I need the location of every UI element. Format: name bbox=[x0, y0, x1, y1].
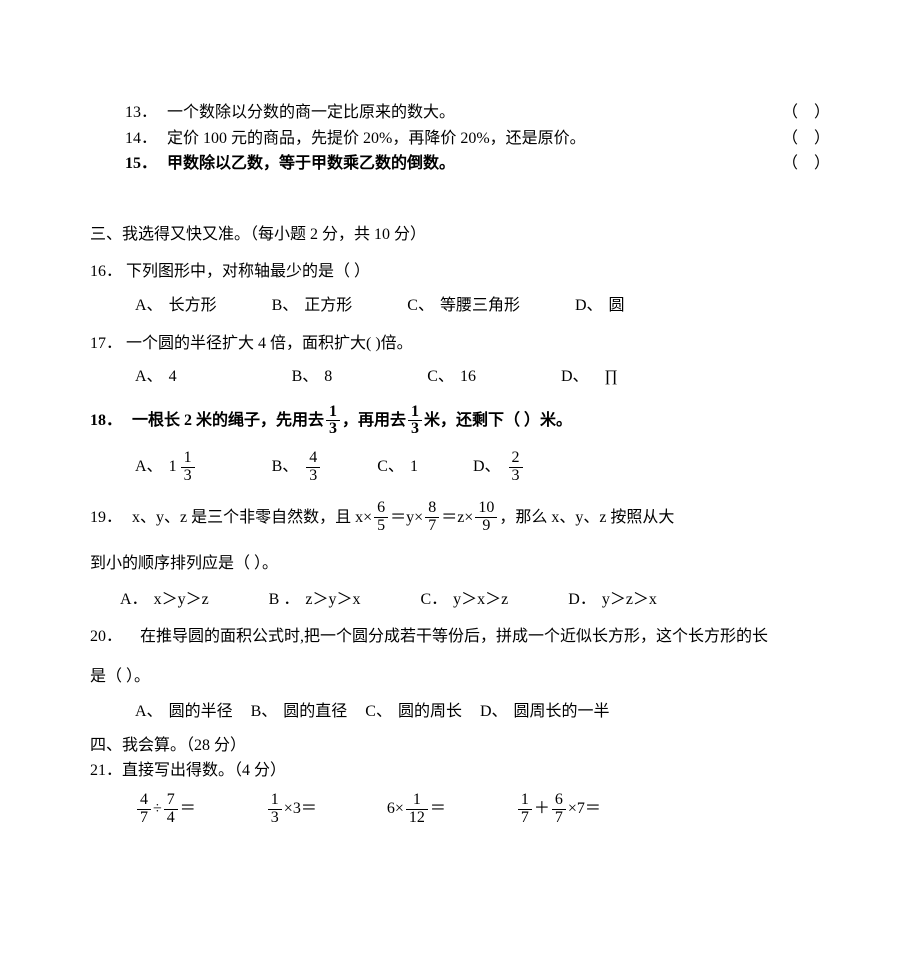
q21-c2: 13 ×3＝ bbox=[266, 790, 317, 828]
q16-stem: 下列图形中，对称轴最少的是（ ） bbox=[126, 263, 370, 280]
q19-num: 19． bbox=[90, 499, 122, 537]
q17: 17． 一个圆的半径扩大 4 倍，面积扩大( )倍。 bbox=[90, 331, 830, 357]
q20-optA: A、圆的半径 bbox=[135, 699, 233, 725]
q16-optB: B、正方形 bbox=[272, 293, 353, 319]
q13-paren: （ ） bbox=[782, 100, 830, 126]
q21-c3: 6× 112 ＝ bbox=[387, 790, 446, 828]
q19-f2: 87 bbox=[425, 500, 439, 535]
q16-num: 16． bbox=[90, 263, 122, 280]
q17-optB: B、8 bbox=[292, 364, 333, 390]
q13-stem: 一个数除以分数的商一定比原来的数大。 bbox=[167, 100, 782, 126]
q17-optC: C、16 bbox=[427, 364, 476, 390]
q15-paren: （ ） bbox=[782, 151, 830, 177]
q19-options: A．x＞y＞z B ．z＞y＞x C．y＞x＞z D．y＞z＞x bbox=[120, 587, 830, 613]
q19-f3: 109 bbox=[475, 500, 497, 535]
q20-line2: 是（ ）。 bbox=[90, 664, 830, 690]
q18-stem-b: ，再用去 bbox=[342, 402, 406, 440]
q18-stem-c: 米，还剩下（ ）米。 bbox=[424, 402, 572, 440]
q20-optB: B、圆的直径 bbox=[251, 699, 348, 725]
q20-options: A、圆的半径 B、圆的直径 C、圆的周长 D、圆周长的一半 bbox=[135, 699, 830, 725]
q18-optD: D、 23 bbox=[473, 448, 525, 486]
q15-stem: 甲数除以乙数，等于甲数乘乙数的倒数。 bbox=[167, 151, 782, 177]
q17-options: A、4 B、8 C、16 D、∏ bbox=[135, 364, 830, 390]
q18-optA: A、 113 bbox=[135, 448, 197, 486]
q19-stem-b: ，那么 x、y、z 按照从大 bbox=[499, 499, 674, 537]
q21-c1: 47 ÷ 74 ＝ bbox=[135, 790, 196, 828]
q17-optD: D、∏ bbox=[561, 364, 618, 390]
q19-stem-a: x、y、z 是三个非零自然数，且 x× bbox=[132, 499, 372, 537]
q19-optB: B ．z＞y＞x bbox=[269, 587, 361, 613]
q19-line2: 到小的顺序排列应是（ ）。 bbox=[90, 551, 830, 577]
q13-row: 13． 一个数除以分数的商一定比原来的数大。 （ ） bbox=[125, 100, 830, 126]
q19-optA: A．x＞y＞z bbox=[120, 587, 209, 613]
q16-options: A、长方形 B、正方形 C、等腰三角形 D、圆 bbox=[135, 293, 830, 319]
q18: 18． 一根长 2 米的绳子，先用去 13 ，再用去 13 米，还剩下（ ）米。 bbox=[90, 402, 830, 440]
q18-optB: B、 43 bbox=[272, 448, 323, 486]
q14-num: 14． bbox=[125, 126, 157, 152]
q14-row: 14． 定价 100 元的商品，先提价 20%，再降价 20%，还是原价。 （ … bbox=[125, 126, 830, 152]
page: 13． 一个数除以分数的商一定比原来的数大。 （ ） 14． 定价 100 元的… bbox=[0, 0, 920, 868]
q18-num: 18． bbox=[90, 402, 122, 440]
q20-optD: D、圆周长的一半 bbox=[480, 699, 610, 725]
section4-title: 四、我会算。（28 分） bbox=[90, 733, 830, 759]
q17-num: 17． bbox=[90, 335, 122, 352]
q17-optA: A、4 bbox=[135, 364, 177, 390]
q15-row: 15． 甲数除以乙数，等于甲数乘乙数的倒数。 （ ） bbox=[125, 151, 830, 177]
q18-stem-a: 一根长 2 米的绳子，先用去 bbox=[132, 402, 324, 440]
q16-optD: D、圆 bbox=[575, 293, 625, 319]
q21-calcs: 47 ÷ 74 ＝ 13 ×3＝ 6× 112 ＝ 17 ＋ 67 ×7＝ bbox=[135, 790, 830, 828]
q19-f1: 65 bbox=[374, 500, 388, 535]
q18-optC: C、 1 bbox=[377, 448, 418, 486]
q19-line1: 19． x、y、z 是三个非零自然数，且 x× 65 ＝y× 87 ＝z× 10… bbox=[90, 499, 830, 537]
q20-stem: 在推导圆的面积公式时,把一个圆分成若干等份后，拼成一个近似长方形，这个长方形的长 bbox=[140, 628, 768, 645]
q17-stem: 一个圆的半径扩大 4 倍，面积扩大( )倍。 bbox=[126, 335, 413, 352]
q16: 16． 下列图形中，对称轴最少的是（ ） bbox=[90, 259, 830, 285]
q20-num: 20． bbox=[90, 628, 122, 645]
q18-options: A、 113 B、 43 C、 1 D、 23 bbox=[135, 448, 830, 486]
q21-line: 21．直接写出得数。（4 分） bbox=[90, 758, 830, 784]
section3-title: 三、我选得又快又准。（每小题 2 分，共 10 分） bbox=[90, 222, 830, 248]
q20-optC: C、圆的周长 bbox=[365, 699, 462, 725]
q13-num: 13． bbox=[125, 100, 157, 126]
q18-frac1: 13 bbox=[326, 404, 340, 439]
q20-line1: 20． 在推导圆的面积公式时,把一个圆分成若干等份后，拼成一个近似长方形，这个长… bbox=[90, 624, 830, 650]
q14-paren: （ ） bbox=[782, 126, 830, 152]
q15-num: 15． bbox=[125, 151, 157, 177]
q16-optA: A、长方形 bbox=[135, 293, 217, 319]
q21-c4: 17 ＋ 67 ×7＝ bbox=[516, 790, 601, 828]
q14-stem: 定价 100 元的商品，先提价 20%，再降价 20%，还是原价。 bbox=[167, 126, 782, 152]
q18-frac2: 13 bbox=[408, 404, 422, 439]
q19-optD: D．y＞z＞x bbox=[568, 587, 657, 613]
q19-optC: C．y＞x＞z bbox=[420, 587, 508, 613]
q16-optC: C、等腰三角形 bbox=[407, 293, 520, 319]
